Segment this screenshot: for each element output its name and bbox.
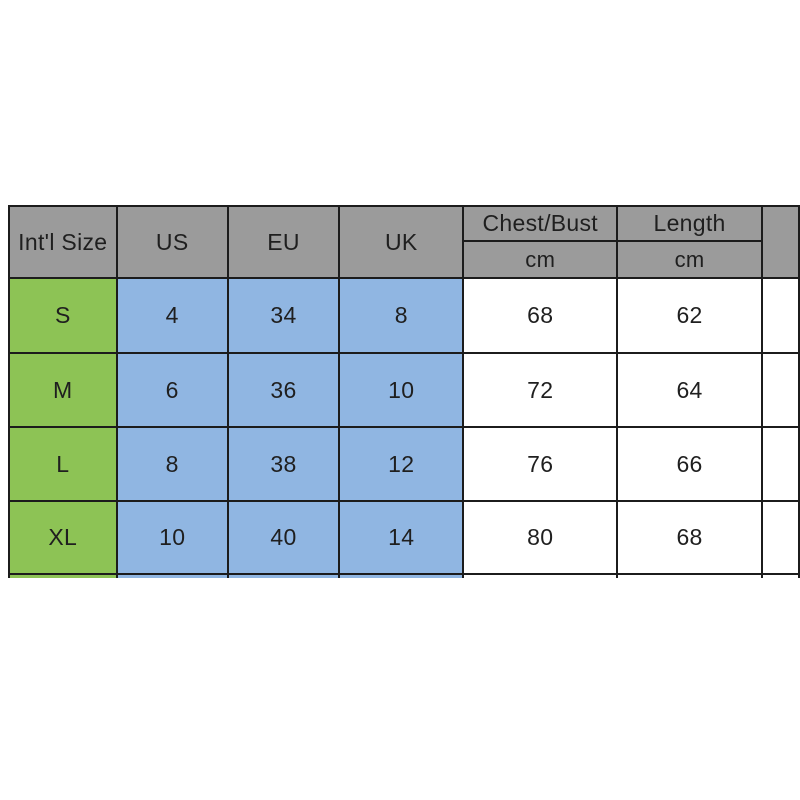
cell-us: 8	[115, 426, 229, 502]
cell-us: 4	[115, 277, 229, 354]
header-cropped-column	[760, 205, 800, 279]
header-us: US	[115, 205, 229, 279]
cell-length-cropped	[616, 573, 763, 578]
cell-length: 68	[616, 500, 763, 575]
cell-cropped	[760, 426, 800, 502]
cell-cropped	[760, 500, 800, 575]
cell-size-cropped	[8, 573, 118, 578]
cell-eu: 40	[226, 500, 341, 575]
table-row-xl: XL 10 40 14 80 68	[8, 500, 800, 575]
table-row-m: M 6 36 10 72 64	[8, 352, 800, 428]
header-uk: UK	[338, 205, 465, 279]
header-row-2: cm cm	[9, 240, 799, 279]
cell-chest: 76	[462, 426, 619, 502]
cell-uk-cropped	[338, 573, 465, 578]
cell-length: 62	[616, 277, 763, 354]
cell-cropped	[760, 573, 800, 578]
cell-us-cropped	[115, 573, 229, 578]
cell-uk: 12	[338, 426, 465, 502]
cell-length: 66	[616, 426, 763, 502]
size-chart-table: Int'l Size US EU UK Chest/Bust Length cm…	[8, 205, 800, 578]
cell-chest-cropped	[462, 573, 619, 578]
table-row-s: S 4 34 8 68 62	[8, 277, 800, 354]
header-length: Length	[616, 205, 763, 242]
cell-size: S	[8, 277, 118, 354]
header-row-1: Int'l Size US EU UK Chest/Bust Length	[8, 205, 800, 279]
header-chest-unit: cm	[462, 240, 619, 279]
cell-eu: 38	[226, 426, 341, 502]
cell-size: L	[8, 426, 118, 502]
cell-eu-cropped	[226, 573, 341, 578]
cell-us: 6	[115, 352, 229, 428]
header-eu: EU	[226, 205, 341, 279]
cell-size: XL	[8, 500, 118, 575]
cell-chest: 80	[462, 500, 619, 575]
cell-chest: 68	[462, 277, 619, 354]
cell-eu: 34	[226, 277, 341, 354]
cell-length: 64	[616, 352, 763, 428]
size-chart-clip: Int'l Size US EU UK Chest/Bust Length cm…	[8, 205, 800, 578]
cell-uk: 14	[338, 500, 465, 575]
table-row-l: L 8 38 12 76 66	[8, 426, 800, 502]
cell-eu: 36	[226, 352, 341, 428]
header-chest-bust: Chest/Bust	[462, 205, 619, 242]
table-row-cropped	[8, 573, 800, 578]
cell-cropped	[760, 352, 800, 428]
header-length-unit: cm	[616, 240, 763, 279]
cell-us: 10	[115, 500, 229, 575]
cell-cropped	[760, 277, 800, 354]
cell-chest: 72	[462, 352, 619, 428]
cell-uk: 8	[338, 277, 465, 354]
cell-size: M	[8, 352, 118, 428]
cell-uk: 10	[338, 352, 465, 428]
header-intl-size: Int'l Size	[8, 205, 118, 279]
